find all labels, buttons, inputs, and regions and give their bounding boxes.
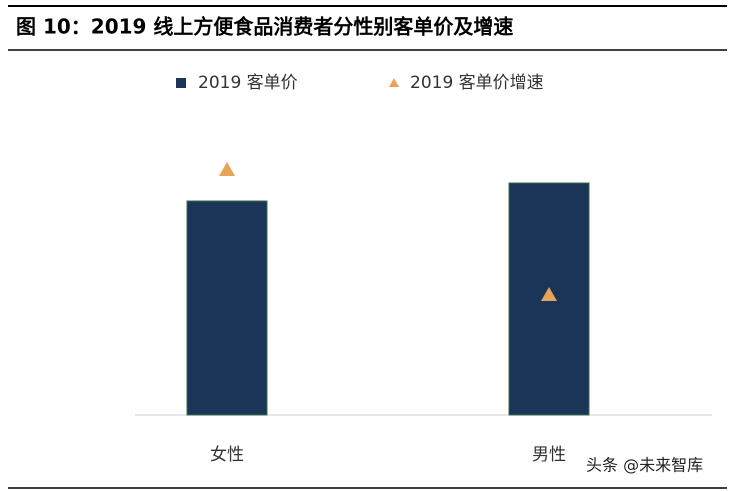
watermark: 头条 @未来智库 [586,456,703,475]
x-tick-label: 女性 [210,445,244,465]
growth-marker [219,162,235,176]
chart-title: 图 10：2019 线上方便食品消费者分性别客单价及增速 [16,15,513,39]
legend-label: 2019 客单价增速 [410,73,544,93]
legend-marker [176,78,186,88]
x-tick-label: 男性 [532,445,566,465]
bar [186,200,268,416]
growth-marker [541,287,557,301]
legend-marker [389,78,399,87]
legend-label: 2019 客单价 [198,73,298,93]
